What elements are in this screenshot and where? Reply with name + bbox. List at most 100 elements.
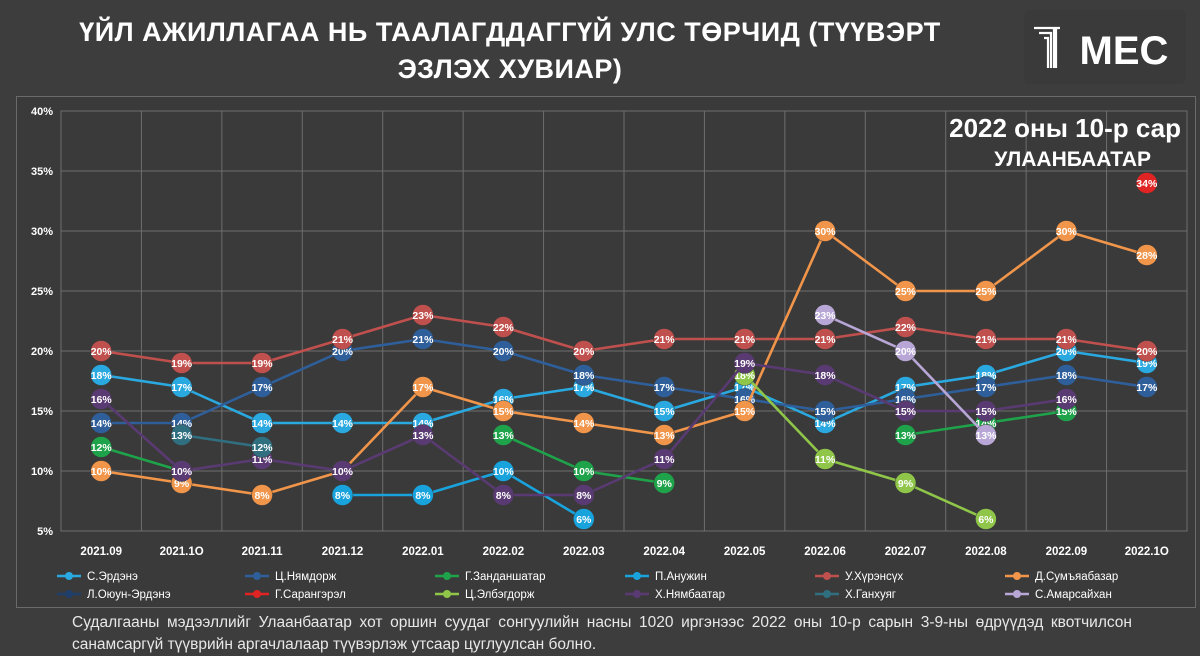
data-label: 10% [91, 466, 113, 478]
data-label: 21% [412, 334, 434, 346]
data-point [170, 460, 193, 482]
data-point [975, 508, 997, 530]
data-point [975, 400, 997, 422]
data-label: 21% [734, 334, 756, 346]
legend-item: Ц.Элбэгдорж [435, 589, 535, 601]
data-point [814, 364, 836, 386]
data-label: 17% [1136, 382, 1158, 394]
data-point [412, 304, 434, 326]
data-label: 20% [91, 346, 113, 358]
y-tick-label: 15% [31, 406, 53, 418]
data-point [90, 364, 112, 386]
x-tick-label: 2021.1O [160, 546, 204, 558]
data-label: 15% [1056, 406, 1078, 418]
legend-label: Г.Занданшатар [465, 571, 545, 583]
data-point [653, 376, 675, 398]
legend-label: Ц.Элбэгдорж [465, 589, 535, 601]
data-point [331, 412, 354, 434]
x-tick-label: 2022.06 [804, 546, 846, 558]
data-point [1136, 172, 1158, 194]
x-tick-label: 2022.05 [724, 546, 766, 558]
data-point [814, 400, 836, 422]
y-tick-label: 5% [37, 526, 53, 538]
data-point [814, 220, 836, 242]
period-label: 2022 оны 10-р сар [949, 113, 1181, 143]
data-point [894, 316, 917, 338]
x-tick-label: 2021.12 [322, 546, 364, 558]
data-label: 15% [975, 406, 997, 418]
methodology-note: Судалгааны мэдээллийг Улаанбаатар хот ор… [72, 614, 1132, 653]
title-line-2: ЭЗЛЭХ ХУВИАР) [397, 54, 623, 84]
data-point [975, 376, 997, 398]
x-tick-label: 2022.02 [483, 546, 525, 558]
data-point [653, 472, 675, 494]
data-label: 20% [493, 346, 515, 358]
data-point [90, 340, 112, 362]
data-point [573, 412, 595, 434]
legend-item: П.Анужин [625, 571, 707, 583]
data-label: 17% [573, 382, 595, 394]
legend: С.Эрдэнэ Ц.Нямдорж Г.Занданшатар П.Анужин У.… [57, 571, 1118, 601]
data-point [251, 484, 273, 506]
legend-item: Ц.Нямдорж [245, 571, 337, 583]
y-tick-label: 25% [31, 286, 53, 298]
data-label: 10% [493, 466, 515, 478]
data-point [653, 424, 675, 446]
y-tick-label: 30% [31, 226, 53, 238]
data-point [331, 460, 354, 482]
data-label: 19% [171, 358, 193, 370]
data-point [814, 304, 836, 326]
data-label: 18% [91, 370, 113, 382]
legend-item: Г.Занданшатар [435, 571, 545, 583]
legend-item: Д.Сумъяабазар [1005, 571, 1118, 583]
legend-label: У.Хүрэнсүх [845, 571, 904, 583]
data-label: 10% [573, 466, 595, 478]
data-label: 25% [975, 286, 997, 298]
y-tick-label: 35% [31, 166, 53, 178]
data-label: 15% [654, 406, 676, 418]
data-label: 13% [654, 430, 676, 442]
data-label: 17% [252, 382, 274, 394]
data-point [573, 460, 595, 482]
legend-marker [1013, 572, 1021, 580]
legend-label: Ц.Нямдорж [275, 571, 337, 583]
data-label: 19% [1136, 358, 1158, 370]
legend-label: С.Эрдэнэ [87, 571, 138, 583]
data-label: 11% [252, 454, 273, 466]
data-label: 20% [573, 346, 595, 358]
series-8: 34% [1136, 172, 1158, 194]
data-label: 15% [493, 406, 515, 418]
data-label: 22% [493, 322, 515, 334]
legend-marker [633, 572, 641, 580]
data-point [894, 400, 917, 422]
legend-label: Х.Ганхуяг [845, 589, 896, 601]
legend-item: С.Амарсайхан [1005, 589, 1112, 601]
data-point [412, 484, 434, 506]
data-label: 6% [978, 514, 994, 526]
series-line [101, 337, 1147, 425]
chart-panel: 5% 10% 15% 20% 25% 30% 35% 40% 2021.09 2021.1O 202… [16, 96, 1196, 608]
data-label: 23% [815, 310, 837, 322]
data-label: 10% [171, 466, 193, 478]
data-point [170, 352, 193, 374]
title-line-1: ҮЙЛ АЖИЛЛАГАА НЬ ТААЛАГДДАГГҮЙ УЛС ТӨРЧИ… [79, 17, 941, 47]
data-point [492, 400, 515, 422]
mec-logo: MEC [1020, 6, 1190, 88]
data-point [170, 376, 193, 398]
data-point [733, 328, 756, 350]
data-label: 6% [576, 514, 592, 526]
data-point [1055, 220, 1078, 242]
data-label: 17% [412, 382, 434, 394]
legend-item: У.Хүрэнсүх [815, 571, 904, 583]
data-label: 22% [895, 322, 917, 334]
data-label: 30% [815, 226, 837, 238]
data-label: 18% [734, 370, 756, 382]
legend-label: Г.Сарангэрэл [275, 589, 346, 601]
legend-marker [823, 572, 831, 580]
data-point [975, 424, 997, 446]
data-point [492, 484, 515, 506]
data-point [975, 328, 997, 350]
data-point [814, 448, 836, 470]
data-point [170, 424, 193, 446]
legend-item: Г.Сарангэрэл [245, 589, 346, 601]
